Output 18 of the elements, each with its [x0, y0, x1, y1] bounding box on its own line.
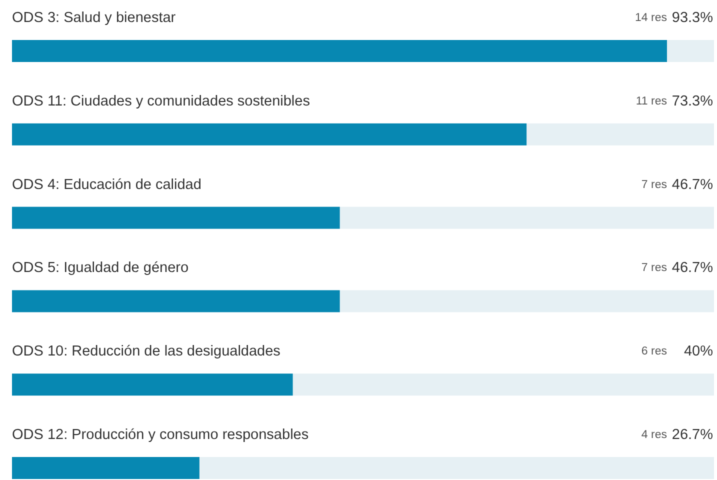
annotation: 14 res	[635, 12, 668, 24]
y-tick-label: ODS 11: Ciudades y comunidades sostenibles	[12, 93, 310, 110]
data-label: 93.3%	[672, 10, 714, 26]
y-tick-label: ODS 12: Producción y consumo responsables	[12, 427, 309, 443]
y-tick-label: ODS 4: Educación de calidad	[12, 176, 202, 193]
data-label: 40%	[684, 344, 714, 360]
annotation: 4 res	[641, 429, 668, 441]
annotation: 6 res	[641, 346, 668, 358]
data-label: 73.3%	[672, 93, 714, 110]
annotation: 7 res	[641, 262, 668, 274]
annotation: 11 res	[636, 95, 668, 108]
y-tick-label: ODS 5: Igualdad de género	[12, 260, 189, 276]
y-tick-label: ODS 3: Salud y bienestar	[12, 10, 176, 26]
data-label: 46.7%	[672, 176, 714, 193]
y-tick-label: ODS 10: Reducción de las desigualdades	[12, 344, 280, 360]
annotation: 7 res	[641, 178, 668, 191]
data-label: 26.7%	[672, 427, 714, 443]
data-label: 46.7%	[672, 260, 714, 276]
